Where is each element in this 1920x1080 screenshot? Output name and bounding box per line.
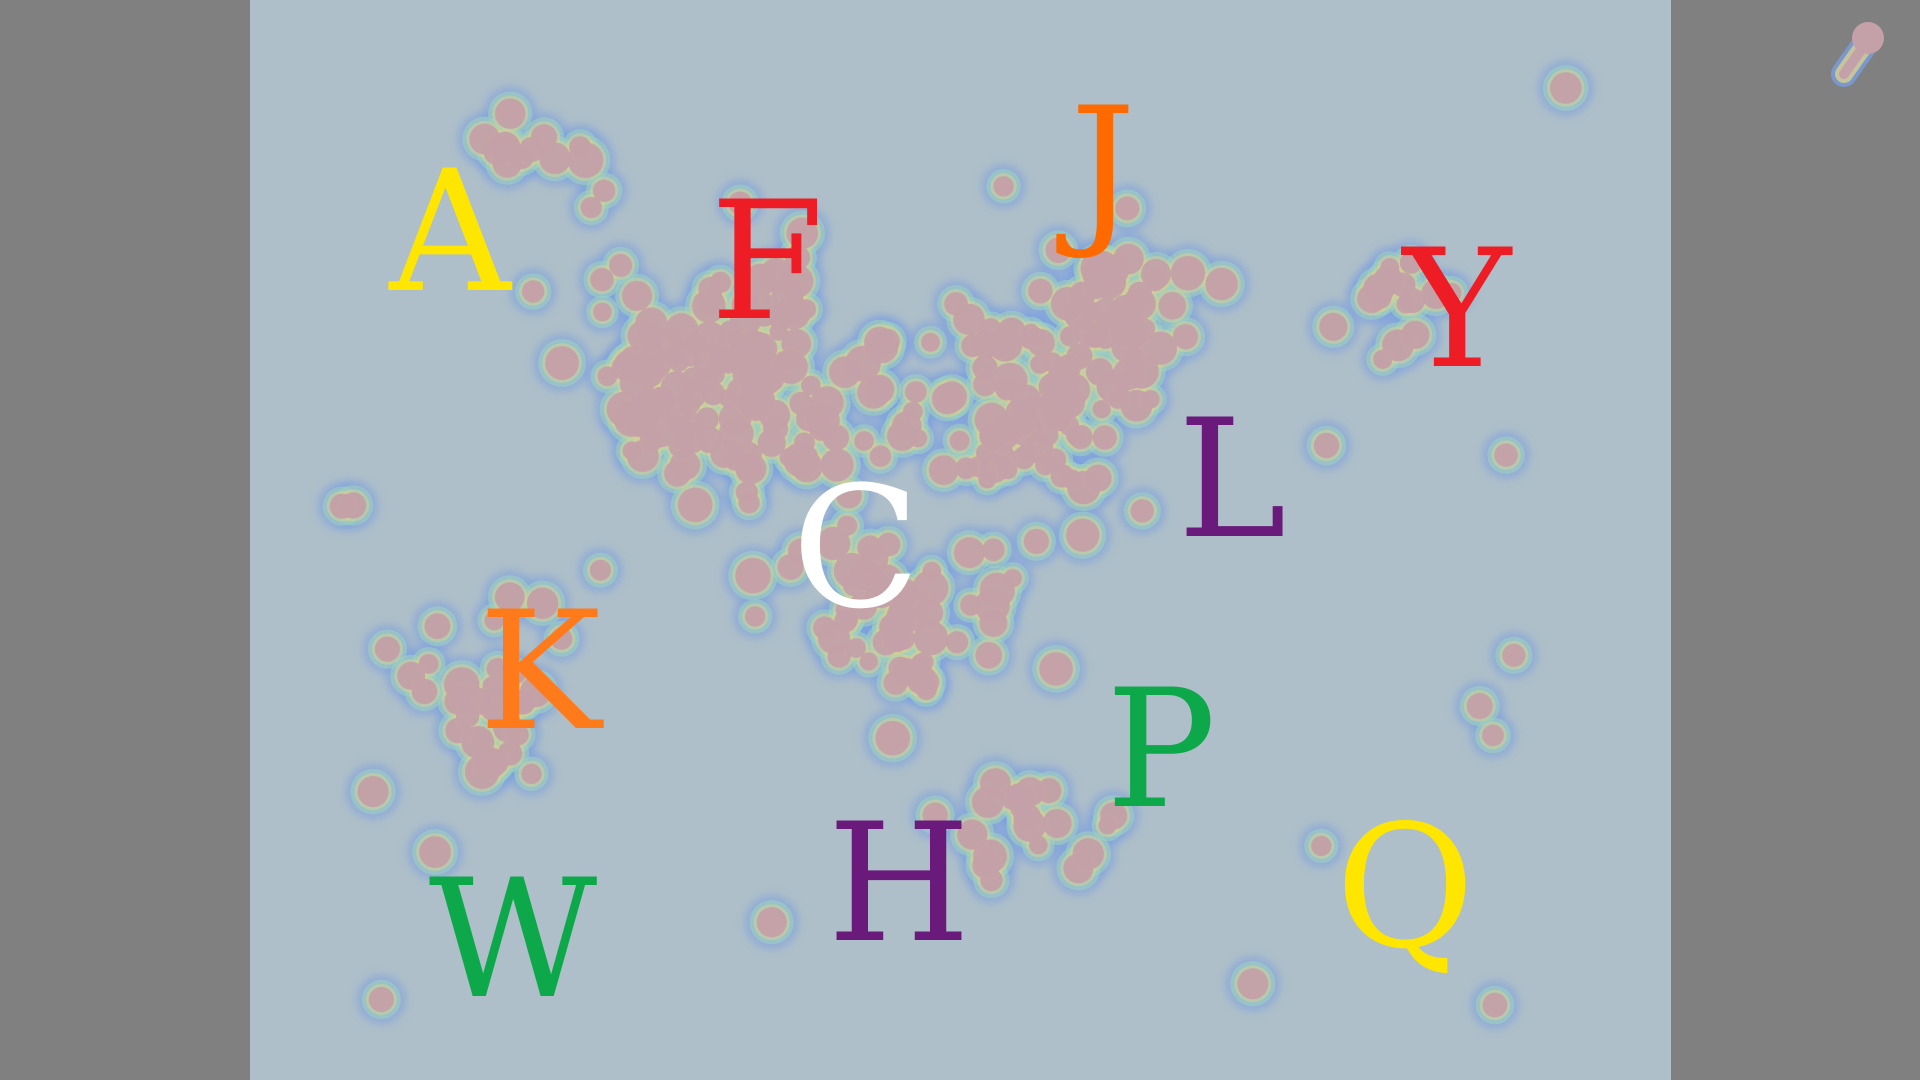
letter-p: P [1105,654,1217,845]
letter-j: J [1070,72,1136,263]
gaze-heatmap [317,60,1594,1030]
letter-h: H [827,788,971,979]
letter-a: A [389,134,511,330]
letter-k: K [478,576,602,767]
letter-w: W [428,844,598,1035]
heatmap-panel: A F J Y L C K P Q W H [250,0,1671,1080]
letter-q: Q [1335,789,1475,987]
letter-l: L [1177,384,1287,575]
letter-y: Y [1402,214,1512,405]
letter-f: F [710,166,824,357]
letter-c: C [791,450,921,646]
corner-heat-mark [1831,22,1884,87]
